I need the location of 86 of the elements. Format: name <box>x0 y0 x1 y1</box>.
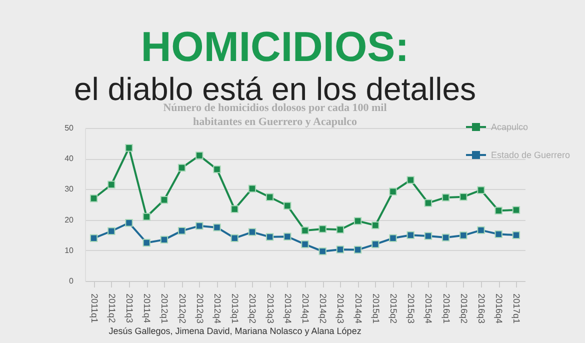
x-tick-label: 2011q4 <box>142 294 152 323</box>
point <box>442 194 450 202</box>
text: Jesús Gallegos, Jimena David, Mariana Nolasco y Alana López <box>108 326 362 336</box>
point <box>125 219 133 227</box>
x-tick-label: 2011q1 <box>89 294 100 323</box>
point <box>90 234 98 242</box>
x-tick-label: 2014q1 <box>300 294 310 324</box>
point <box>372 221 380 230</box>
point <box>512 206 520 214</box>
y-tick-label: 30 <box>64 184 74 194</box>
legend-label: Estado de Guerrero <box>491 150 570 160</box>
y-tick-label: 40 <box>64 154 74 164</box>
point <box>354 217 362 225</box>
point <box>406 176 414 184</box>
x-tick-label: 2013q2 <box>248 294 258 324</box>
x-tick-label: 2012q2 <box>177 294 188 324</box>
point <box>125 144 133 152</box>
x-tick-label: 2012q4 <box>212 294 222 324</box>
point <box>477 186 485 194</box>
x-tick-label: 2014q2 <box>318 294 328 324</box>
x-tick-label: 2012q1 <box>160 294 170 324</box>
point <box>108 227 116 235</box>
point <box>477 226 485 234</box>
point <box>318 247 326 256</box>
x-tick-label: 2014q4 <box>353 294 364 324</box>
x-tick-label: 2011q2 <box>106 294 117 323</box>
point <box>196 152 204 160</box>
point <box>230 234 238 242</box>
x-tick-label: 2015q3 <box>406 294 416 324</box>
point <box>354 246 362 254</box>
point <box>142 212 150 221</box>
point <box>442 234 450 242</box>
point <box>372 240 380 248</box>
x-tick-label: 2011q3 <box>124 294 134 323</box>
point <box>248 184 256 192</box>
point <box>178 226 186 235</box>
x-tick-label: 2015q1 <box>370 294 381 324</box>
point <box>389 234 397 242</box>
point <box>266 193 274 202</box>
x-tick-label: 2013q3 <box>265 294 276 324</box>
x-tick-label: 2016q1 <box>441 294 452 324</box>
point <box>494 230 502 238</box>
point <box>196 222 204 230</box>
point <box>284 202 292 210</box>
point <box>389 188 397 196</box>
y-tick-label: 0 <box>69 276 74 286</box>
legend-label: Acapulco <box>491 122 528 132</box>
point <box>213 165 221 174</box>
point <box>108 180 116 188</box>
point <box>160 196 168 204</box>
point <box>90 194 98 202</box>
x-tick-label: 2012q3 <box>194 294 205 324</box>
text: Número de homicidios dolosos por cada 100 mil habitantes en Guerrero y Acapulco <box>163 102 387 128</box>
point <box>406 231 414 239</box>
y-tick-label: 10 <box>64 246 74 255</box>
point <box>512 231 520 239</box>
point <box>460 192 468 201</box>
point <box>213 224 221 232</box>
point <box>142 238 150 247</box>
point <box>248 228 256 236</box>
y-tick-label: 20 <box>64 215 74 224</box>
x-tick-label: 2013q1 <box>230 294 240 324</box>
point <box>494 206 502 214</box>
x-tick-label: 2016q4 <box>494 294 504 324</box>
x-tick-label: 2017q1 <box>512 294 522 324</box>
x-tick-label: 2016q2 <box>458 294 469 324</box>
point <box>336 246 344 254</box>
point <box>460 232 468 240</box>
chart-title: HOMICIDIOS: <box>140 23 410 70</box>
point <box>284 232 292 240</box>
point <box>424 199 432 207</box>
point <box>301 226 309 234</box>
point <box>160 236 168 244</box>
point <box>336 226 344 234</box>
point <box>318 225 326 233</box>
x-tick-label: 2015q4 <box>424 294 434 324</box>
y-tick-label: 50 <box>64 124 74 132</box>
point <box>178 164 186 172</box>
point <box>301 240 309 248</box>
x-tick-label: 2013q4 <box>282 294 293 324</box>
x-tick-label: 2015q2 <box>388 294 398 324</box>
point <box>266 233 274 241</box>
x-tick-label: 2014q3 <box>336 294 346 324</box>
point <box>424 232 432 240</box>
point <box>230 205 238 213</box>
x-tick-label: 2016q3 <box>476 294 486 324</box>
